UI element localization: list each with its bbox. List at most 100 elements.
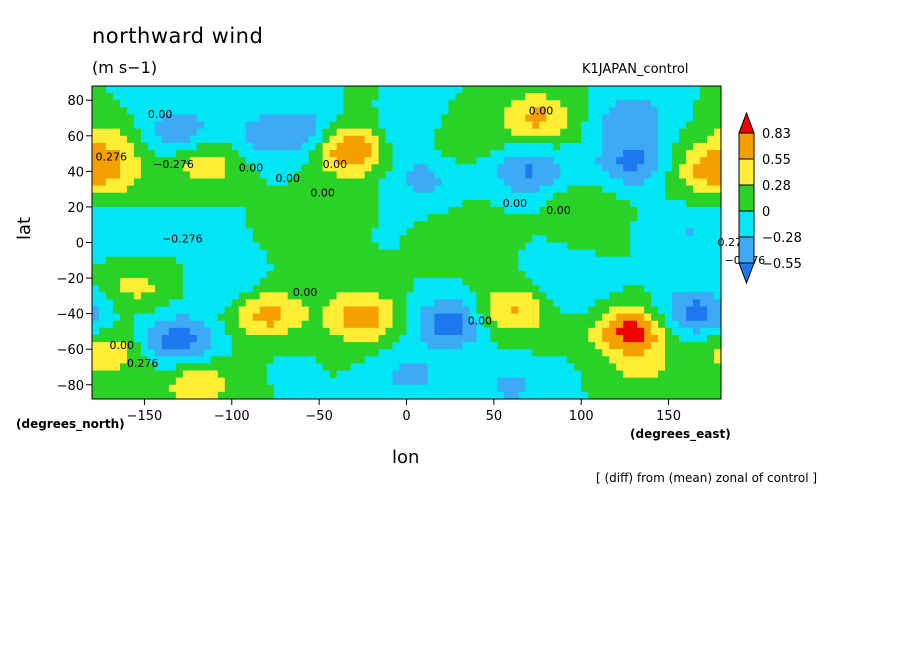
field-cell <box>483 363 491 372</box>
field-cell <box>427 270 436 279</box>
field-cell <box>224 135 233 144</box>
field-cell <box>126 128 135 137</box>
field-cell <box>315 142 324 151</box>
field-cell <box>357 391 366 399</box>
field-cell <box>413 349 422 357</box>
field-cell <box>574 370 582 379</box>
field-cell <box>231 100 240 108</box>
field-cell <box>609 356 617 365</box>
field-cell <box>658 114 666 123</box>
field-cell <box>546 157 554 165</box>
field-cell <box>315 121 324 130</box>
field-cell <box>539 164 547 172</box>
field-cell <box>595 384 603 393</box>
field-cell <box>714 228 721 236</box>
field-cell <box>92 228 100 236</box>
field-cell <box>483 221 491 229</box>
field-cell <box>371 270 380 279</box>
field-cell <box>644 150 652 158</box>
field-cell <box>210 256 219 265</box>
field-cell <box>469 121 477 130</box>
field-cell <box>539 171 547 180</box>
field-cell <box>420 93 429 101</box>
field-cell <box>616 178 624 187</box>
field-cell <box>259 334 268 343</box>
field-cell <box>595 221 603 229</box>
field-cell <box>700 157 708 165</box>
field-cell <box>504 384 512 393</box>
field-cell <box>329 256 338 265</box>
field-cell <box>448 242 457 251</box>
field-cell <box>504 292 512 301</box>
field-cell <box>399 391 408 399</box>
field-cell <box>294 107 303 116</box>
field-cell <box>210 128 219 137</box>
field-cell <box>364 270 373 279</box>
field-cell <box>322 356 331 365</box>
field-cell <box>434 320 443 329</box>
field-cell <box>581 192 589 201</box>
field-cell <box>287 128 296 137</box>
field-cell <box>182 320 191 329</box>
field-cell <box>630 93 638 101</box>
field-cell <box>686 100 694 108</box>
field-cell <box>658 121 666 130</box>
field-cell <box>399 171 408 180</box>
field-cell <box>532 320 540 329</box>
field-cell <box>581 363 589 372</box>
field-cell <box>469 178 477 187</box>
field-cell <box>315 228 324 236</box>
field-cell <box>203 384 212 393</box>
field-cell <box>553 164 561 172</box>
field-cell <box>273 214 282 222</box>
field-cell <box>105 235 114 244</box>
field-cell <box>707 292 715 301</box>
field-cell <box>315 370 324 379</box>
field-cell <box>287 150 296 158</box>
field-cell <box>392 391 401 399</box>
field-cell <box>336 363 345 372</box>
field-cell <box>231 185 240 194</box>
field-cell <box>511 370 519 379</box>
field-cell <box>133 349 142 357</box>
field-cell <box>672 164 680 172</box>
field-cell <box>658 299 666 308</box>
field-cell <box>658 342 666 350</box>
field-cell <box>175 150 184 158</box>
field-cell <box>350 114 359 123</box>
field-cell <box>616 242 624 251</box>
field-cell <box>392 178 401 187</box>
field-cell <box>161 121 170 130</box>
field-cell <box>350 214 359 222</box>
field-cell <box>630 256 638 265</box>
field-cell <box>602 363 610 372</box>
field-cell <box>560 135 568 144</box>
field-cell <box>112 270 121 279</box>
field-cell <box>427 292 436 301</box>
field-cell <box>378 100 387 108</box>
field-cell <box>497 100 505 108</box>
field-cell <box>441 214 450 222</box>
field-cell <box>92 370 100 379</box>
field-cell <box>462 334 470 343</box>
field-cell <box>98 206 107 215</box>
field-cell <box>217 178 226 187</box>
field-cell <box>266 377 275 386</box>
field-cell <box>602 235 610 244</box>
field-cell <box>651 192 659 201</box>
field-cell <box>161 334 170 343</box>
field-cell <box>483 342 491 350</box>
field-cell <box>595 121 603 130</box>
field-cell <box>651 142 659 151</box>
field-cell <box>504 327 512 336</box>
field-cell <box>588 192 596 201</box>
field-cell <box>511 249 519 258</box>
field-cell <box>707 157 715 165</box>
field-cell <box>490 221 498 229</box>
field-cell <box>378 164 387 172</box>
field-cell <box>203 128 212 137</box>
field-cell <box>686 150 694 158</box>
field-cell <box>161 171 170 180</box>
field-cell <box>112 356 121 365</box>
field-cell <box>700 128 708 137</box>
